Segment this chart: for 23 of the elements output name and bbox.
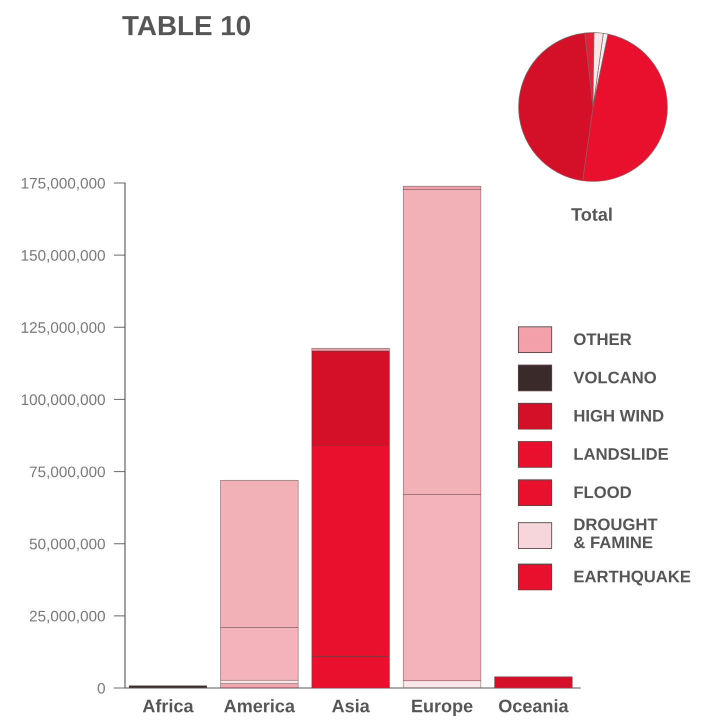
- y-tick-label: 175,000,000: [22, 178, 105, 190]
- legend-label: LANDSLIDE: [574, 448, 668, 460]
- legend-label: DROUGHT & FAMINE: [574, 518, 658, 548]
- legend-label: HIGH WIND: [574, 410, 664, 422]
- x-tick-label: Europe: [412, 700, 473, 716]
- legend-label: VOLCANO: [573, 372, 656, 384]
- text: Total: [571, 208, 612, 221]
- x-tick-label: Africa: [142, 699, 194, 712]
- y-tick-label: 0: [98, 682, 105, 694]
- y-tick-label: 50,000,000: [30, 538, 105, 552]
- y-tick-label: 125,000,000: [22, 322, 105, 335]
- bar: [494, 676, 572, 688]
- legend-label: EARTHQUAKE: [574, 570, 690, 586]
- y-tick-label: 100,000,000: [22, 394, 105, 407]
- x-tick-label: Oceania: [499, 699, 569, 712]
- y-tick-label: 150,000,000: [22, 250, 105, 263]
- legend-label: OTHER: [574, 333, 632, 346]
- chart-title: TABLE 10: [122, 16, 250, 36]
- y-tick-label: 75,000,000: [30, 466, 105, 480]
- x-tick-label: America: [224, 699, 296, 712]
- y-tick-label: 25,000,000: [30, 610, 105, 624]
- x-tick-label: Asia: [332, 699, 370, 712]
- legend-label: FLOOD: [574, 486, 631, 498]
